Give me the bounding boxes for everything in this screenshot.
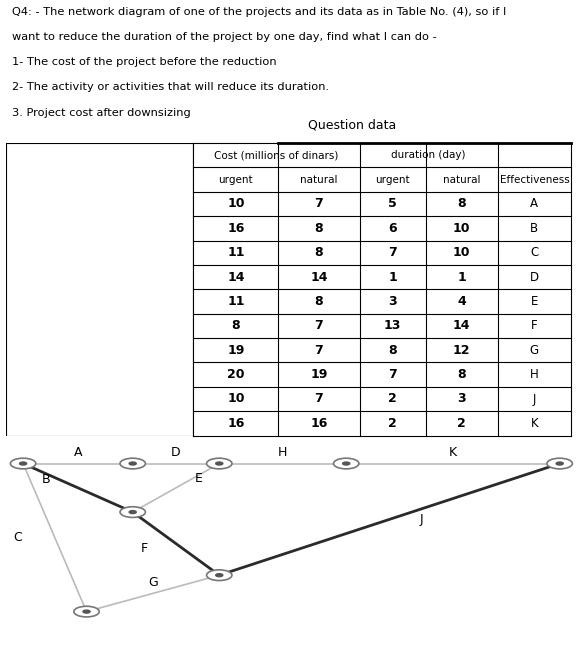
Text: 8: 8 (231, 319, 240, 332)
Text: 8: 8 (314, 295, 323, 308)
Text: J: J (419, 513, 423, 526)
Text: 16: 16 (227, 417, 245, 430)
Text: 8: 8 (458, 198, 466, 210)
Circle shape (343, 462, 350, 465)
Text: A: A (74, 446, 82, 459)
Text: F: F (141, 542, 148, 555)
Text: 10: 10 (453, 222, 470, 235)
Text: 8: 8 (388, 344, 397, 356)
Text: 3: 3 (458, 392, 466, 406)
Text: 2- The activity or activities that will reduce its duration.: 2- The activity or activities that will … (12, 82, 329, 92)
Text: 1: 1 (388, 271, 397, 283)
Text: Q4: - The network diagram of one of the projects and its data as in Table No. (4: Q4: - The network diagram of one of the … (12, 7, 506, 17)
Text: duration (day): duration (day) (391, 150, 466, 160)
Text: 12: 12 (453, 344, 470, 356)
Text: B: B (42, 473, 50, 486)
Circle shape (216, 574, 223, 577)
Text: 7: 7 (314, 344, 323, 356)
Text: 4: 4 (457, 295, 466, 308)
Text: 8: 8 (314, 222, 323, 235)
Text: D: D (530, 271, 539, 283)
Text: want to reduce the duration of the project by one day, find what I can do -: want to reduce the duration of the proje… (12, 32, 436, 42)
Text: Effectiveness: Effectiveness (500, 174, 569, 185)
Text: 10: 10 (227, 392, 245, 406)
Text: E: E (195, 471, 203, 485)
Text: 1: 1 (457, 271, 466, 283)
Text: 16: 16 (227, 222, 245, 235)
Text: 3. Project cost after downsizing: 3. Project cost after downsizing (12, 108, 190, 118)
Text: 14: 14 (310, 271, 328, 283)
Text: 2: 2 (388, 417, 397, 430)
Text: 8: 8 (314, 246, 323, 259)
Text: E: E (531, 295, 538, 308)
Text: 7: 7 (314, 319, 323, 332)
Circle shape (83, 610, 90, 613)
Circle shape (129, 511, 136, 513)
Text: C: C (13, 531, 22, 544)
Text: 19: 19 (310, 368, 328, 381)
Text: H: H (278, 446, 287, 459)
Text: 10: 10 (227, 198, 245, 210)
Circle shape (10, 458, 36, 469)
Circle shape (207, 570, 232, 581)
Circle shape (129, 462, 136, 465)
Circle shape (547, 458, 572, 469)
Text: 11: 11 (227, 246, 245, 259)
Text: B: B (530, 222, 538, 235)
Text: 1- The cost of the project before the reduction: 1- The cost of the project before the re… (12, 57, 276, 67)
Circle shape (334, 458, 359, 469)
Text: Question data: Question data (308, 118, 396, 131)
Text: 14: 14 (227, 271, 245, 283)
Circle shape (216, 462, 223, 465)
Text: 14: 14 (453, 319, 470, 332)
Text: 7: 7 (314, 392, 323, 406)
Text: D: D (171, 446, 181, 459)
Text: C: C (530, 246, 538, 259)
Circle shape (556, 462, 563, 465)
Text: 7: 7 (314, 198, 323, 210)
Text: 19: 19 (227, 344, 245, 356)
Text: A: A (530, 198, 538, 210)
Text: K: K (449, 446, 457, 459)
Text: 8: 8 (458, 368, 466, 381)
Text: Cost (millions of dinars): Cost (millions of dinars) (214, 150, 339, 160)
Text: 2: 2 (457, 417, 466, 430)
Text: 2: 2 (388, 392, 397, 406)
Text: urgent: urgent (376, 174, 410, 185)
Text: F: F (531, 319, 538, 332)
Circle shape (120, 507, 145, 517)
Text: natural: natural (300, 174, 338, 185)
Text: 5: 5 (388, 198, 397, 210)
Text: 7: 7 (388, 246, 397, 259)
Text: 13: 13 (384, 319, 402, 332)
Text: 11: 11 (227, 295, 245, 308)
Text: K: K (531, 417, 538, 430)
Text: natural: natural (443, 174, 481, 185)
Text: G: G (148, 576, 158, 589)
Circle shape (120, 458, 145, 469)
Text: 3: 3 (388, 295, 397, 308)
Text: 10: 10 (453, 246, 470, 259)
Circle shape (207, 458, 232, 469)
Text: 20: 20 (227, 368, 245, 381)
Text: 16: 16 (310, 417, 328, 430)
Circle shape (20, 462, 27, 465)
Circle shape (74, 606, 99, 617)
Text: G: G (530, 344, 539, 356)
Text: urgent: urgent (219, 174, 253, 185)
Text: 6: 6 (388, 222, 397, 235)
Text: 7: 7 (388, 368, 397, 381)
Text: J: J (533, 392, 536, 406)
Text: H: H (530, 368, 539, 381)
